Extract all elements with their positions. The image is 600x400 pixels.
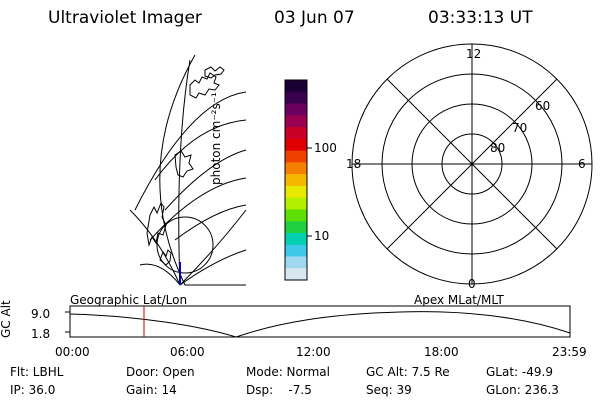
colorbar-segment bbox=[285, 150, 307, 163]
observation-time: 03:33:13 UT bbox=[428, 8, 533, 28]
timeline-right-title: Apex MLat/MLT bbox=[414, 293, 504, 307]
colorbar-segment bbox=[285, 162, 307, 175]
status-gc-alt: GC Alt: 7.5 Re bbox=[366, 365, 450, 379]
timeline-xtick-3: 18:00 bbox=[424, 345, 459, 359]
colorbar-segment bbox=[285, 91, 307, 105]
timeline-xtick-4: 23:59 bbox=[552, 345, 587, 359]
colorbar-segment bbox=[285, 244, 307, 257]
status-glon: GLon: 236.3 bbox=[486, 383, 559, 397]
timeline-xtick-1: 06:00 bbox=[170, 345, 205, 359]
observation-date: 03 Jun 07 bbox=[274, 8, 355, 28]
colorbar-segment bbox=[285, 174, 307, 187]
timeline-ytick-high: 9.0 bbox=[31, 307, 51, 321]
colorbar-segment bbox=[285, 209, 307, 222]
status-seq: Seq: 39 bbox=[366, 383, 412, 397]
timeline-left-title: Geographic Lat/Lon bbox=[70, 293, 188, 307]
mlt-label-12: 12 bbox=[466, 47, 482, 61]
colorbar-segment bbox=[285, 103, 307, 116]
colorbar-segment bbox=[285, 232, 307, 246]
mlat-label-80: 80 bbox=[490, 141, 506, 155]
colorbar-segment bbox=[285, 221, 307, 234]
colorbar-tick-100: 100 bbox=[314, 141, 337, 155]
colorbar-segment bbox=[285, 197, 307, 210]
colorbar-segment bbox=[285, 268, 307, 281]
status-gain: Gain: 14 bbox=[126, 383, 177, 397]
mlt-label-18: 18 bbox=[346, 157, 362, 171]
colorbar-segment bbox=[285, 185, 307, 199]
status-door: Door: Open bbox=[126, 365, 195, 379]
mlat-label-60: 60 bbox=[535, 99, 551, 113]
colorbar-tick-10: 10 bbox=[314, 229, 330, 243]
mlt-label-6: 6 bbox=[578, 157, 586, 171]
status-glat: GLat: -49.9 bbox=[486, 365, 553, 379]
colorbar-segment bbox=[285, 80, 307, 93]
mlat-label-70: 70 bbox=[512, 121, 528, 135]
instrument-title: Ultraviolet Imager bbox=[48, 8, 202, 28]
colorbar-segment bbox=[285, 115, 307, 128]
status-dsp: Dsp: -7.5 bbox=[246, 383, 312, 397]
status-ip: IP: 36.0 bbox=[10, 383, 56, 397]
altitude-curve bbox=[69, 311, 571, 338]
status-filter: Flt: LBHL bbox=[10, 365, 64, 379]
colorbar-segment bbox=[285, 256, 307, 269]
colorbar-segment bbox=[285, 138, 307, 152]
timeline-xtick-2: 12:00 bbox=[296, 345, 331, 359]
status-mode: Mode: Normal bbox=[246, 365, 330, 379]
timeline-xtick-0: 00:00 bbox=[55, 345, 90, 359]
mlt-label-0: 0 bbox=[468, 277, 476, 291]
colorbar-segment bbox=[285, 127, 307, 140]
timeline-ytick-low: 1.8 bbox=[31, 327, 51, 341]
